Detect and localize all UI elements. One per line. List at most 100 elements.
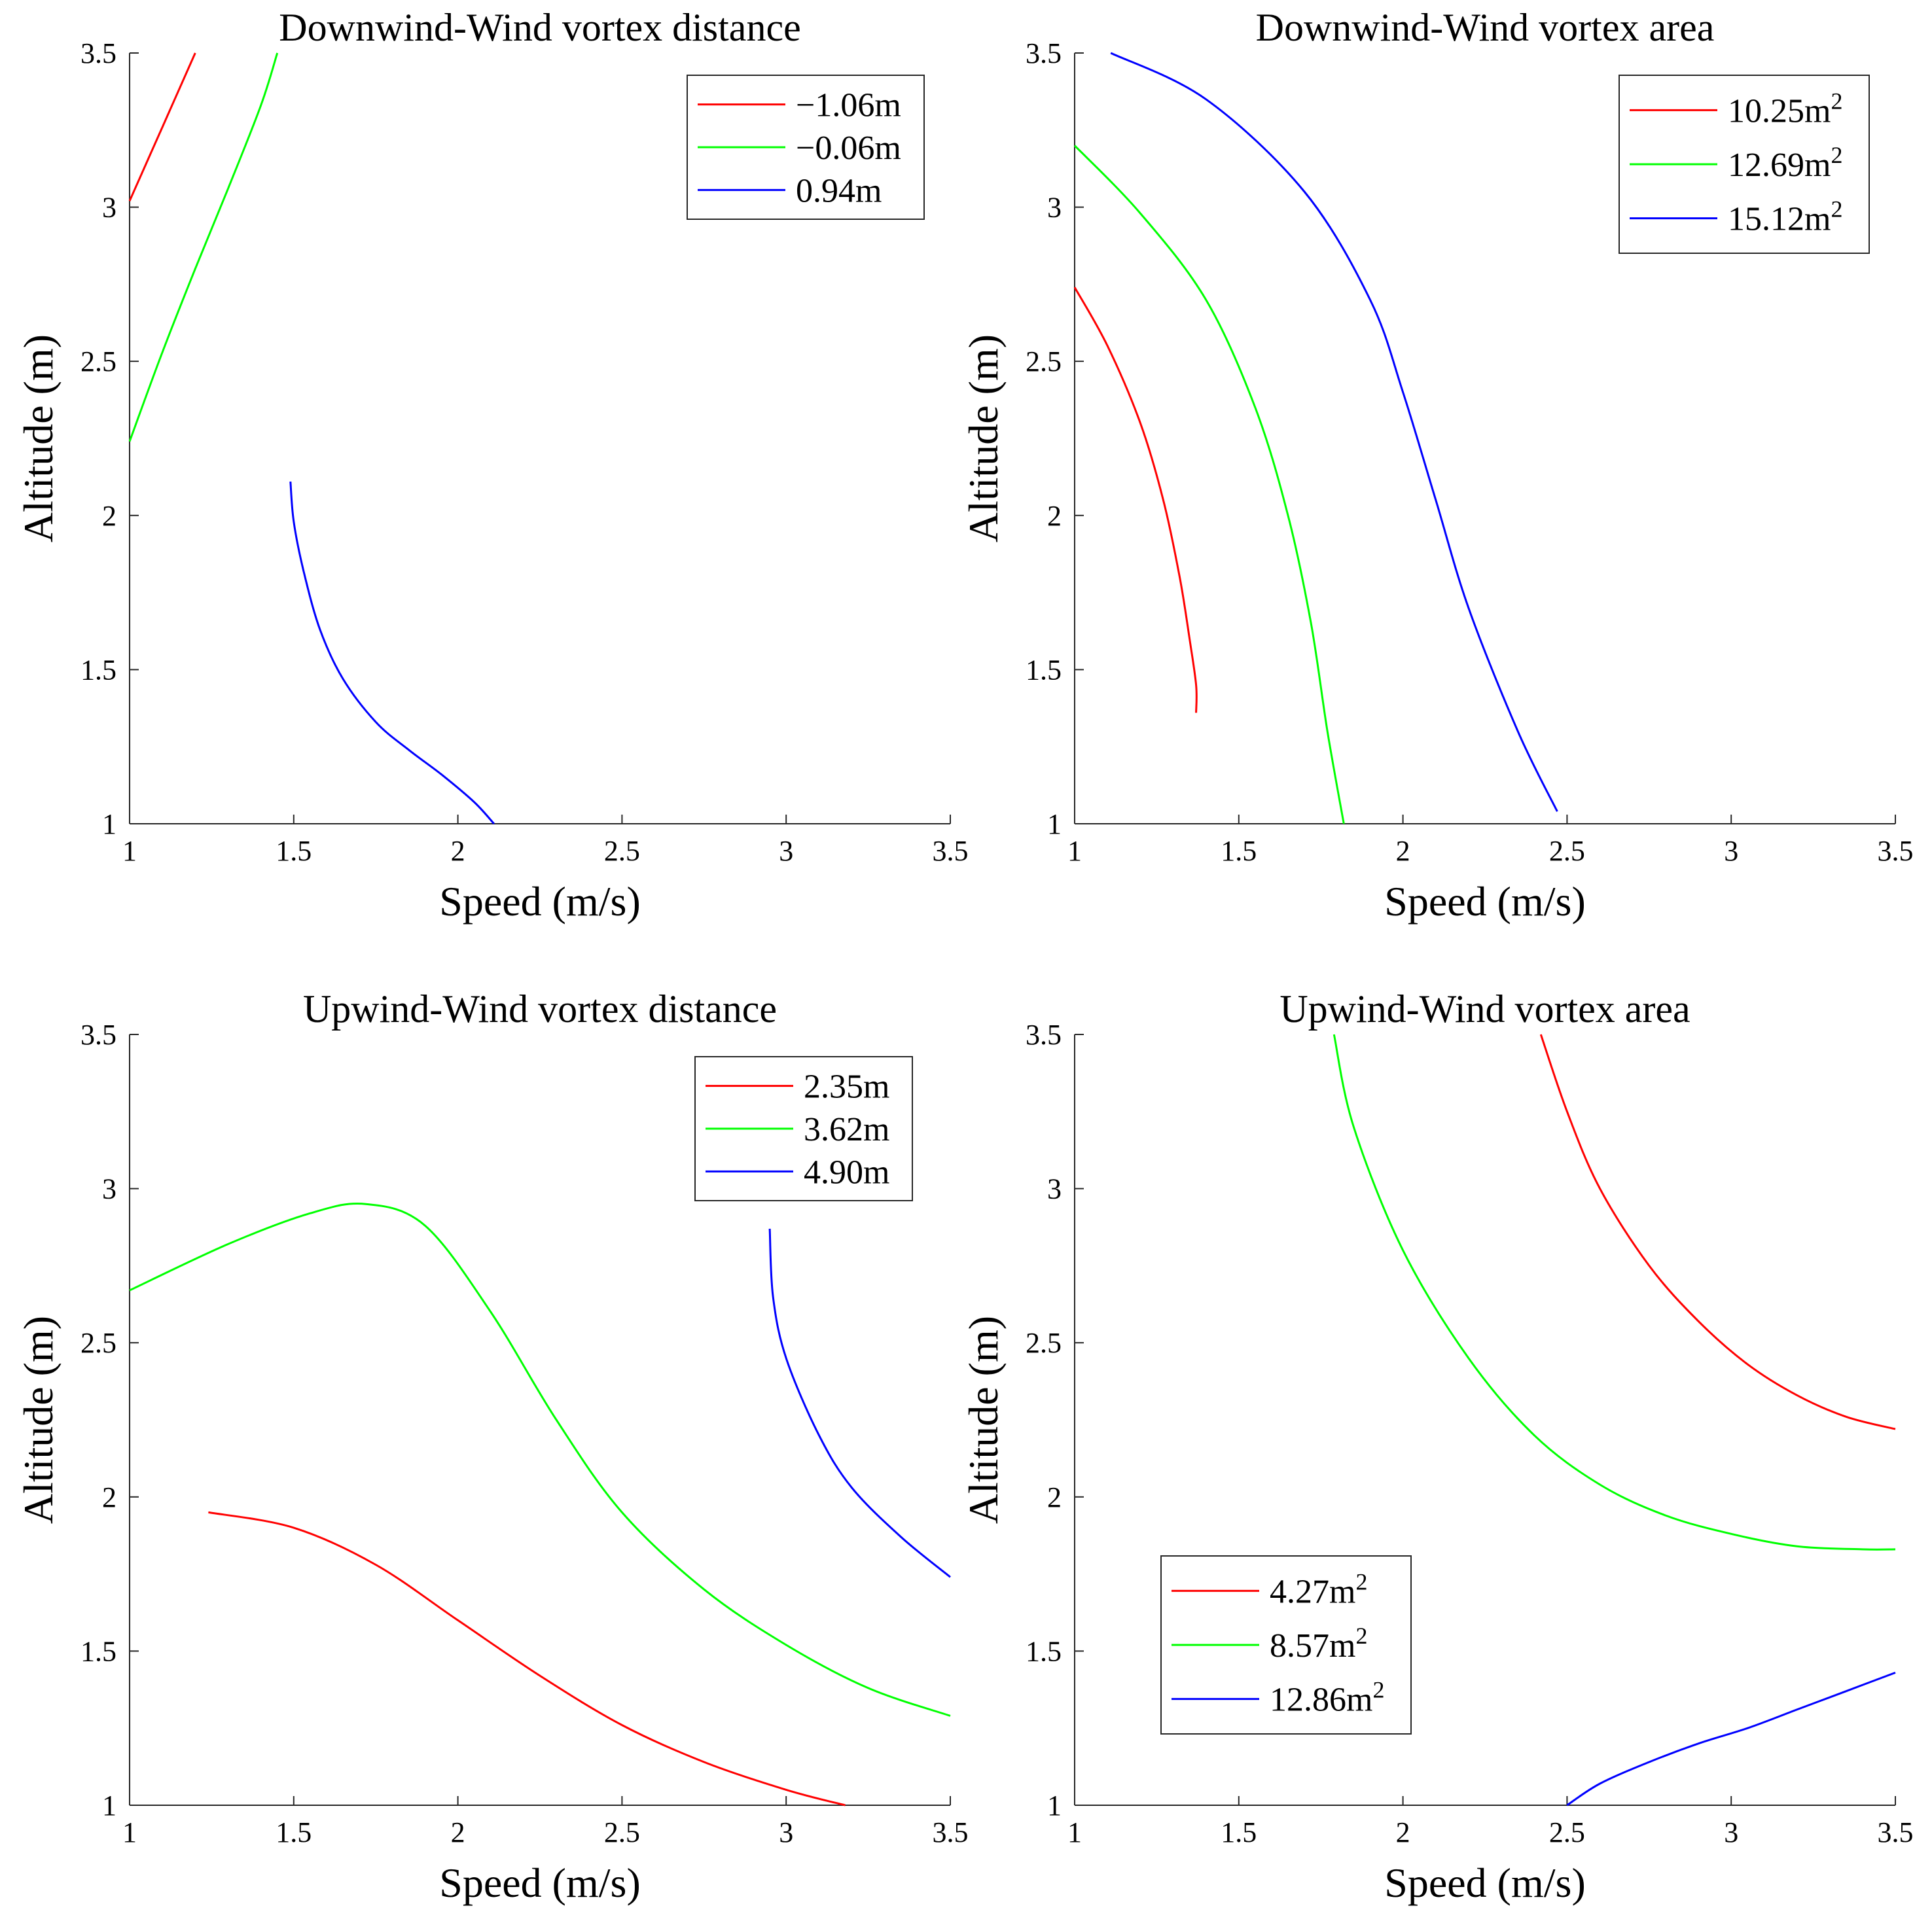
series-line-2 — [1073, 145, 1345, 824]
chart-panel-2: 1 1.5 2 2.5 3 3.5 1 1.5 2 2.5 3 3.5 Downwind-Wind vo… — [960, 6, 1914, 925]
legend-label-text: 3.62m — [804, 1111, 889, 1148]
chart-title: Upwind-Wind vortex distance — [303, 987, 777, 1031]
series-line-2 — [128, 52, 279, 442]
x-axis-label: Speed (m/s) — [1384, 878, 1586, 925]
y-tick-label: 1.5 — [80, 654, 116, 686]
x-axis-label: Speed (m/s) — [1384, 1860, 1586, 1906]
y-axis-label: Altitude (m) — [960, 1316, 1007, 1524]
legend-label-2: 12.69m2 — [1728, 142, 1842, 184]
y-tick-label: 3 — [102, 1173, 116, 1205]
chart-title: Downwind-Wind vortex distance — [279, 6, 800, 49]
y-tick-label: 2 — [1047, 500, 1062, 532]
series-line-1 — [208, 1511, 846, 1807]
y-axis-label: Altitude (m) — [15, 1316, 62, 1524]
x-tick-label: 3.5 — [1878, 1816, 1914, 1848]
legend: −1.06m −0.06m 0.94m — [687, 75, 925, 220]
y-tick-label: 2.5 — [80, 1327, 116, 1359]
y-tick-label: 2 — [1047, 1481, 1062, 1513]
chart-panel-4: 1 1.5 2 2.5 3 3.5 1 1.5 2 2.5 3 3.5 Upwind-Wind vort… — [960, 987, 1914, 1906]
legend-label-2: 8.57m2 — [1270, 1623, 1367, 1665]
series-line-3 — [1566, 1671, 1896, 1807]
x-tick-label: 2 — [451, 1816, 465, 1848]
x-tick-label: 3 — [779, 1816, 793, 1848]
x-tick-label: 1 — [122, 1816, 137, 1848]
x-tick-label: 2.5 — [1549, 1816, 1585, 1848]
legend-label-2: −0.06m — [796, 130, 901, 167]
series-line-2 — [1333, 1034, 1896, 1551]
y-tick-label: 2 — [102, 1481, 116, 1513]
legend-label-text: 12.69m — [1728, 147, 1831, 184]
y-tick-label: 1.5 — [80, 1635, 116, 1667]
x-tick-label: 1 — [1067, 1816, 1082, 1848]
chart-panel-3: 1 1.5 2 2.5 3 3.5 1 1.5 2 2.5 3 3.5 Upwind-Wind vort… — [15, 987, 969, 1906]
x-tick-label: 3 — [779, 835, 793, 867]
x-tick-label: 2.5 — [1549, 835, 1585, 867]
legend-label-text: −0.06m — [796, 130, 901, 167]
x-axis-label: Speed (m/s) — [439, 878, 641, 925]
y-tick-label: 1.5 — [1026, 654, 1062, 686]
legend-label-3: 4.90m — [804, 1154, 889, 1191]
series-line-1 — [1539, 1034, 1896, 1430]
y-tick-label: 3 — [102, 192, 116, 224]
x-tick-label: 3 — [1724, 1816, 1738, 1848]
legend-label-superscript: 2 — [1372, 1677, 1384, 1703]
x-axis-label: Speed (m/s) — [439, 1860, 641, 1906]
legend-label-1: 4.27m2 — [1270, 1568, 1367, 1610]
x-tick-label: 3.5 — [933, 1816, 969, 1848]
legend-label-1: 2.35m — [804, 1068, 889, 1106]
legend-label-text: 12.86m — [1270, 1682, 1372, 1719]
x-tick-label: 2 — [1396, 1816, 1410, 1848]
legend-label-superscript: 2 — [1831, 88, 1842, 114]
x-tick-label: 2.5 — [604, 1816, 640, 1848]
series-line-1 — [1073, 287, 1198, 713]
x-tick-label: 2.5 — [604, 835, 640, 867]
x-tick-label: 1 — [122, 835, 137, 867]
legend-label-3: 0.94m — [796, 172, 882, 209]
legend-label-text: 4.90m — [804, 1154, 889, 1191]
series-line-2 — [129, 1202, 951, 1717]
y-tick-label: 1 — [1047, 808, 1062, 840]
series-line-3 — [289, 481, 495, 825]
x-tick-label: 1.5 — [276, 1816, 312, 1848]
y-tick-label: 2.5 — [1026, 345, 1062, 378]
legend-label-2: 3.62m — [804, 1111, 889, 1148]
x-tick-label: 2 — [451, 835, 465, 867]
x-tick-label: 2 — [1396, 835, 1410, 867]
y-tick-label: 2 — [102, 500, 116, 532]
legend-label-text: 15.12m — [1728, 201, 1831, 238]
legend-label-1: −1.06m — [796, 87, 901, 124]
legend-label-1: 10.25m2 — [1728, 88, 1842, 130]
y-tick-label: 1 — [102, 1790, 116, 1822]
y-tick-label: 3.5 — [80, 1019, 116, 1051]
y-tick-label: 3.5 — [80, 37, 116, 69]
chart-title: Upwind-Wind vortex area — [1279, 987, 1690, 1031]
legend-label-text: 10.25m — [1728, 92, 1831, 130]
series-line-3 — [768, 1228, 951, 1578]
legend-label-text: −1.06m — [796, 87, 901, 124]
y-tick-label: 2.5 — [1026, 1327, 1062, 1359]
legend-label-superscript: 2 — [1355, 1568, 1367, 1595]
chart-title: Downwind-Wind vortex area — [1256, 6, 1715, 49]
legend-box — [1619, 75, 1870, 254]
legend-label-text: 2.35m — [804, 1068, 889, 1106]
y-tick-label: 2.5 — [80, 345, 116, 378]
legend-label-text: 0.94m — [796, 172, 882, 209]
x-tick-label: 1.5 — [1221, 1816, 1257, 1848]
x-tick-label: 3.5 — [1878, 835, 1914, 867]
legend-label-superscript: 2 — [1355, 1623, 1367, 1649]
x-tick-label: 3 — [1724, 835, 1738, 867]
legend-label-text: 4.27m — [1270, 1573, 1355, 1610]
legend-label-text: 8.57m — [1270, 1627, 1355, 1665]
series-line-1 — [128, 52, 196, 202]
x-tick-label: 1 — [1067, 835, 1082, 867]
x-tick-label: 3.5 — [933, 835, 969, 867]
chart-panel-1: 1 1.5 2 2.5 3 3.5 1 1.5 2 2.5 3 3.5 Downwind-Wind vo… — [15, 6, 969, 925]
x-tick-label: 1.5 — [1221, 835, 1257, 867]
legend-label-3: 12.86m2 — [1270, 1677, 1384, 1719]
series-line-3 — [1110, 52, 1558, 812]
x-tick-label: 1.5 — [276, 835, 312, 867]
legend-label-superscript: 2 — [1831, 196, 1842, 222]
y-tick-label: 1 — [102, 808, 116, 840]
